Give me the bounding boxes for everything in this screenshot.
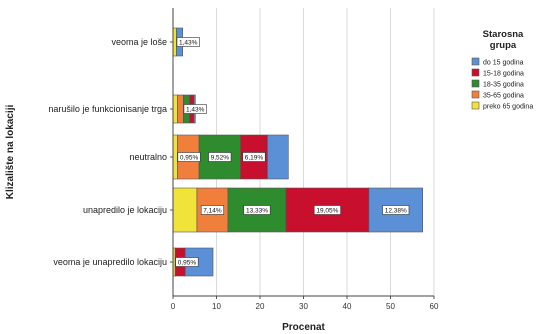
bar-segment — [177, 94, 184, 124]
data-label-box — [242, 152, 266, 162]
data-label-box — [200, 205, 225, 215]
legend-swatch — [471, 57, 480, 66]
x-tick-label: 50 — [386, 302, 395, 311]
legend-label: preko 65 godina — [483, 104, 533, 111]
data-label-box — [313, 205, 341, 215]
data-label: 6,19% — [245, 154, 264, 161]
data-label: 9,52% — [211, 154, 230, 161]
legend-swatch — [471, 68, 480, 77]
legend-swatch — [471, 101, 480, 110]
bar-segment — [267, 134, 289, 180]
data-label-box — [243, 205, 271, 215]
legend-swatch — [471, 79, 480, 88]
data-label-box — [175, 257, 199, 267]
data-label: 12,38% — [385, 207, 407, 214]
legend-title-line2: grupa — [490, 40, 517, 51]
legend: Starosna grupa do 15 godina 15-18 godina 1… — [471, 29, 533, 111]
x-tick-label: 10 — [212, 302, 221, 311]
x-tick-label: 30 — [299, 302, 308, 311]
bar-segment — [172, 134, 178, 180]
category-label: veoma je unapredilo lokaciju — [53, 257, 167, 267]
bar-segment — [172, 27, 177, 57]
y-axis-title: Klizalište na lokaciji — [5, 105, 16, 200]
x-tick-label: 40 — [343, 302, 352, 311]
legend-label: 35-65 godina — [483, 93, 524, 100]
legend-label: do 15 godina — [483, 60, 524, 67]
category-label: narušilo je funkcionisanje trga — [48, 104, 167, 114]
legend-title: Starosna — [483, 29, 524, 40]
data-label: 1,43% — [179, 39, 198, 46]
data-label-box — [208, 152, 232, 162]
legend-label: 15-18 godina — [483, 71, 524, 78]
x-tick-label: 20 — [256, 302, 265, 311]
x-tick-label: 60 — [430, 302, 439, 311]
x-axis-title: Procenat — [282, 322, 325, 333]
legend-swatch — [471, 90, 480, 99]
data-label: 13,33% — [246, 207, 268, 214]
data-label: 7,14% — [203, 207, 222, 214]
data-label-box — [382, 205, 410, 215]
bar-segment — [172, 94, 178, 124]
bar-segment — [172, 187, 198, 233]
x-tick-label: 0 — [171, 302, 176, 311]
category-label: veoma je loše — [111, 37, 167, 47]
data-label: 0,95% — [180, 154, 199, 161]
data-labels: 1,43% 1,43% 0,95% 9,52% 6,19% 7,14% 13,33% 19,0… — [175, 37, 410, 267]
data-label: 19,05% — [316, 207, 338, 214]
axes: 0 10 20 30 40 50 60 veoma je loše narušilo je fu… — [48, 8, 439, 311]
category-label: unapredilo je lokaciju — [83, 205, 167, 215]
data-label: 1,43% — [186, 106, 205, 113]
category-label: neutralno — [129, 152, 167, 162]
legend-label: 18-35 godina — [483, 82, 524, 89]
data-label: 0,95% — [178, 259, 197, 266]
data-label-box — [177, 152, 201, 162]
data-label-box — [183, 104, 207, 114]
data-label-box — [176, 37, 200, 47]
